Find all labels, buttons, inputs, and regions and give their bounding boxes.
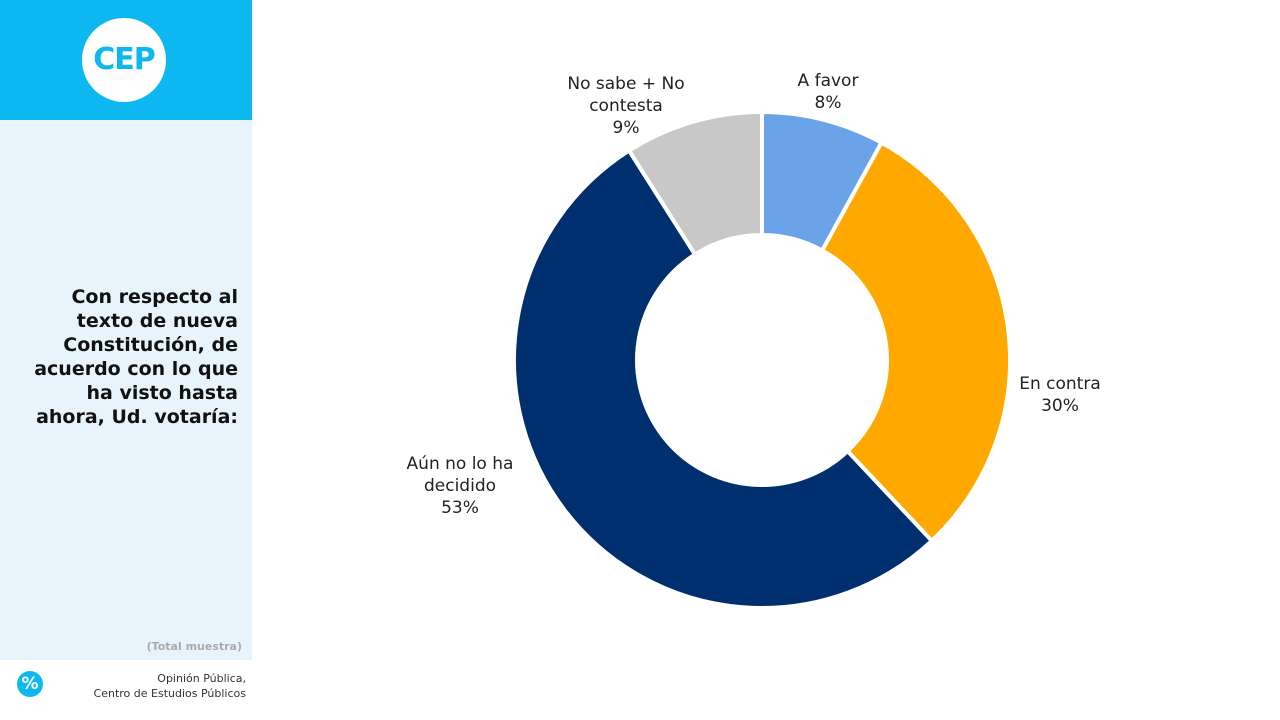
slice-label-group: No sabe + No contesta 9%	[551, 73, 701, 139]
question: Con respecto al texto de nueva Constituc…	[34, 286, 238, 428]
value-label: 8%	[814, 93, 842, 113]
donut-slice	[819, 139, 1012, 544]
footer-text: Opinión Pública,	[157, 672, 246, 685]
footer-text: Centro de Estudios Públicos	[93, 687, 246, 700]
sample-note: (Total muestra)	[146, 640, 242, 653]
logo: CEP	[82, 18, 166, 102]
donut-slice	[626, 109, 764, 258]
slice-label-group: A favor 8%	[768, 70, 888, 114]
value-label: 9%	[612, 118, 640, 138]
footer-icon: %	[17, 671, 43, 697]
slice-label-group: Aún no lo ha decidido 53%	[390, 453, 530, 519]
category-label: A favor	[797, 71, 859, 91]
category-label: No sabe + No contesta	[567, 74, 685, 116]
category-label: En contra	[1019, 374, 1101, 394]
value-label: 53%	[441, 498, 479, 518]
side-panel	[0, 120, 252, 660]
slice-label-group: En contra 30%	[1000, 373, 1120, 417]
value-label: 30%	[1041, 396, 1079, 416]
donut-slice	[511, 147, 935, 610]
category-label: Aún no lo ha decidido	[406, 454, 514, 496]
